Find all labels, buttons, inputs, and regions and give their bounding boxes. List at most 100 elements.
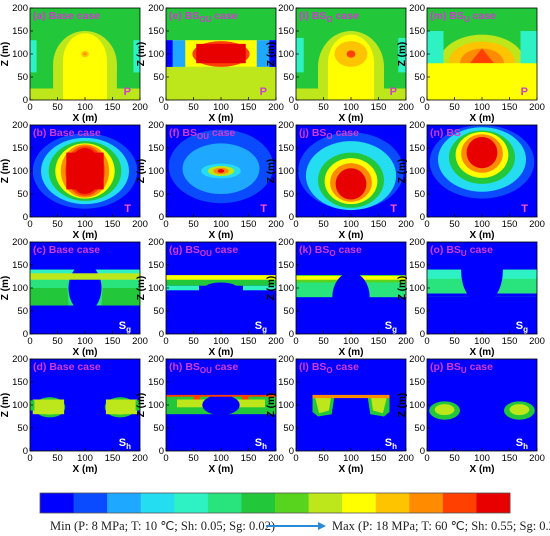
field-region — [30, 400, 35, 411]
field-region — [204, 282, 238, 294]
x-tick-label: 50 — [318, 102, 329, 113]
x-tick-label: 100 — [474, 336, 490, 347]
x-tick-label: 0 — [27, 453, 32, 464]
colorbar-swatch — [442, 493, 477, 513]
colorbar-swatch — [40, 493, 75, 513]
field-region — [327, 63, 375, 100]
y-tick-label: 0 — [159, 95, 164, 106]
panel-g: (g) BSOU case Sg 0 50 100 150 200 0 50 100 150 200 X… — [136, 237, 284, 358]
panel-variable-label: Sh — [385, 437, 397, 451]
field-region — [217, 169, 225, 173]
x-tick-label: 50 — [188, 219, 199, 230]
x-tick-label: 150 — [105, 219, 121, 230]
x-tick-label: 100 — [213, 336, 229, 347]
panel-title: (j) BSO case — [299, 127, 359, 141]
colorbar-swatch — [107, 493, 142, 513]
x-tick-label: 0 — [163, 336, 168, 347]
panel-variable-label: P — [390, 86, 397, 98]
y-tick-label: 100 — [409, 49, 425, 60]
y-axis-label: Z (m) — [0, 393, 11, 417]
y-tick-label: 100 — [409, 283, 425, 294]
x-tick-label: 0 — [163, 453, 168, 464]
colorbar-swatch — [375, 493, 410, 513]
panel-variable-label: T — [260, 203, 267, 215]
panel-variable-label: Sg — [255, 320, 267, 334]
field-region — [166, 285, 199, 291]
y-axis-label: Z (m) — [0, 42, 11, 66]
x-tick-label: 0 — [424, 453, 429, 464]
x-tick-label: 100 — [77, 102, 93, 113]
panel-title: (e) BSOU case — [169, 10, 238, 24]
y-tick-label: 200 — [278, 3, 294, 14]
field-region — [335, 168, 367, 200]
y-tick-label: 100 — [409, 166, 425, 177]
panel-variable-label: T — [390, 203, 397, 215]
y-tick-label: 100 — [278, 49, 294, 60]
field-region — [202, 394, 240, 416]
panel-b: (b) Base case T 0 50 100 150 200 0 50 100 150 200 X … — [0, 120, 148, 241]
colorbar-swatch — [476, 493, 511, 513]
x-tick-label: 50 — [188, 336, 199, 347]
panel-title: (d) Base case — [33, 361, 101, 373]
y-tick-label: 0 — [23, 446, 28, 457]
contour-field — [30, 8, 140, 100]
colorbar-swatch — [174, 493, 209, 513]
y-tick-label: 0 — [289, 446, 294, 457]
panel-variable-label: P — [521, 86, 528, 98]
y-tick-label: 200 — [12, 3, 28, 14]
y-axis-label: Z (m) — [266, 42, 277, 66]
x-axis-label: X (m) — [339, 347, 364, 358]
x-tick-label: 150 — [502, 102, 518, 113]
field-region — [68, 148, 102, 194]
panel-variable-label: Sh — [516, 437, 528, 451]
field-region — [166, 276, 276, 286]
field-region — [461, 242, 503, 304]
panel-d: (d) Base case Sh 0 50 100 150 200 0 50 100 150 200 X… — [0, 354, 148, 475]
field-region — [166, 66, 276, 100]
y-tick-label: 150 — [409, 143, 425, 154]
y-tick-label: 100 — [12, 283, 28, 294]
colorbar-swatch — [241, 493, 276, 513]
y-tick-label: 0 — [420, 446, 425, 457]
contour-field — [427, 359, 537, 451]
x-tick-label: 50 — [449, 219, 460, 230]
x-tick-label: 50 — [188, 102, 199, 113]
y-tick-label: 50 — [414, 72, 425, 83]
x-tick-label: 50 — [318, 336, 329, 347]
y-tick-label: 0 — [420, 329, 425, 340]
field-region — [427, 63, 537, 100]
legend-max-label: Max (P: 18 MPa; T: 60 ℃; Sh: 0.55; Sg: 0… — [332, 519, 550, 533]
x-axis-label: X (m) — [73, 113, 98, 124]
colorbar-swatch — [308, 493, 343, 513]
field-region — [101, 288, 140, 306]
y-tick-label: 200 — [409, 3, 425, 14]
x-axis-label: X (m) — [339, 113, 364, 124]
colorbar-swatch — [73, 493, 108, 513]
field-region — [243, 285, 276, 291]
y-tick-label: 0 — [289, 95, 294, 106]
y-tick-label: 100 — [12, 49, 28, 60]
x-tick-label: 200 — [132, 453, 148, 464]
panel-a: (a) Base case P 0 50 100 150 200 0 50 100 150 200 X … — [0, 3, 148, 124]
panel-k: (k) BSO case Sg 0 50 100 150 200 0 50 100 150 200 X … — [266, 237, 414, 358]
x-tick-label: 0 — [424, 219, 429, 230]
x-tick-label: 100 — [213, 219, 229, 230]
x-tick-label: 50 — [449, 102, 460, 113]
y-axis-label: Z (m) — [0, 276, 11, 300]
y-tick-label: 200 — [12, 354, 28, 365]
panel-title: (c) Base case — [33, 244, 100, 256]
field-region — [370, 395, 388, 414]
contour-field — [30, 125, 140, 217]
colorbar-swatch — [207, 493, 242, 513]
y-tick-label: 100 — [278, 283, 294, 294]
x-tick-label: 100 — [213, 102, 229, 113]
y-tick-label: 0 — [159, 329, 164, 340]
x-tick-label: 150 — [502, 219, 518, 230]
contour-field — [427, 125, 537, 217]
y-tick-label: 100 — [148, 283, 164, 294]
x-tick-label: 0 — [293, 219, 298, 230]
y-tick-label: 100 — [278, 166, 294, 177]
x-tick-label: 50 — [318, 219, 329, 230]
panel-variable-label: T — [124, 203, 131, 215]
x-axis-label: X (m) — [470, 230, 495, 241]
